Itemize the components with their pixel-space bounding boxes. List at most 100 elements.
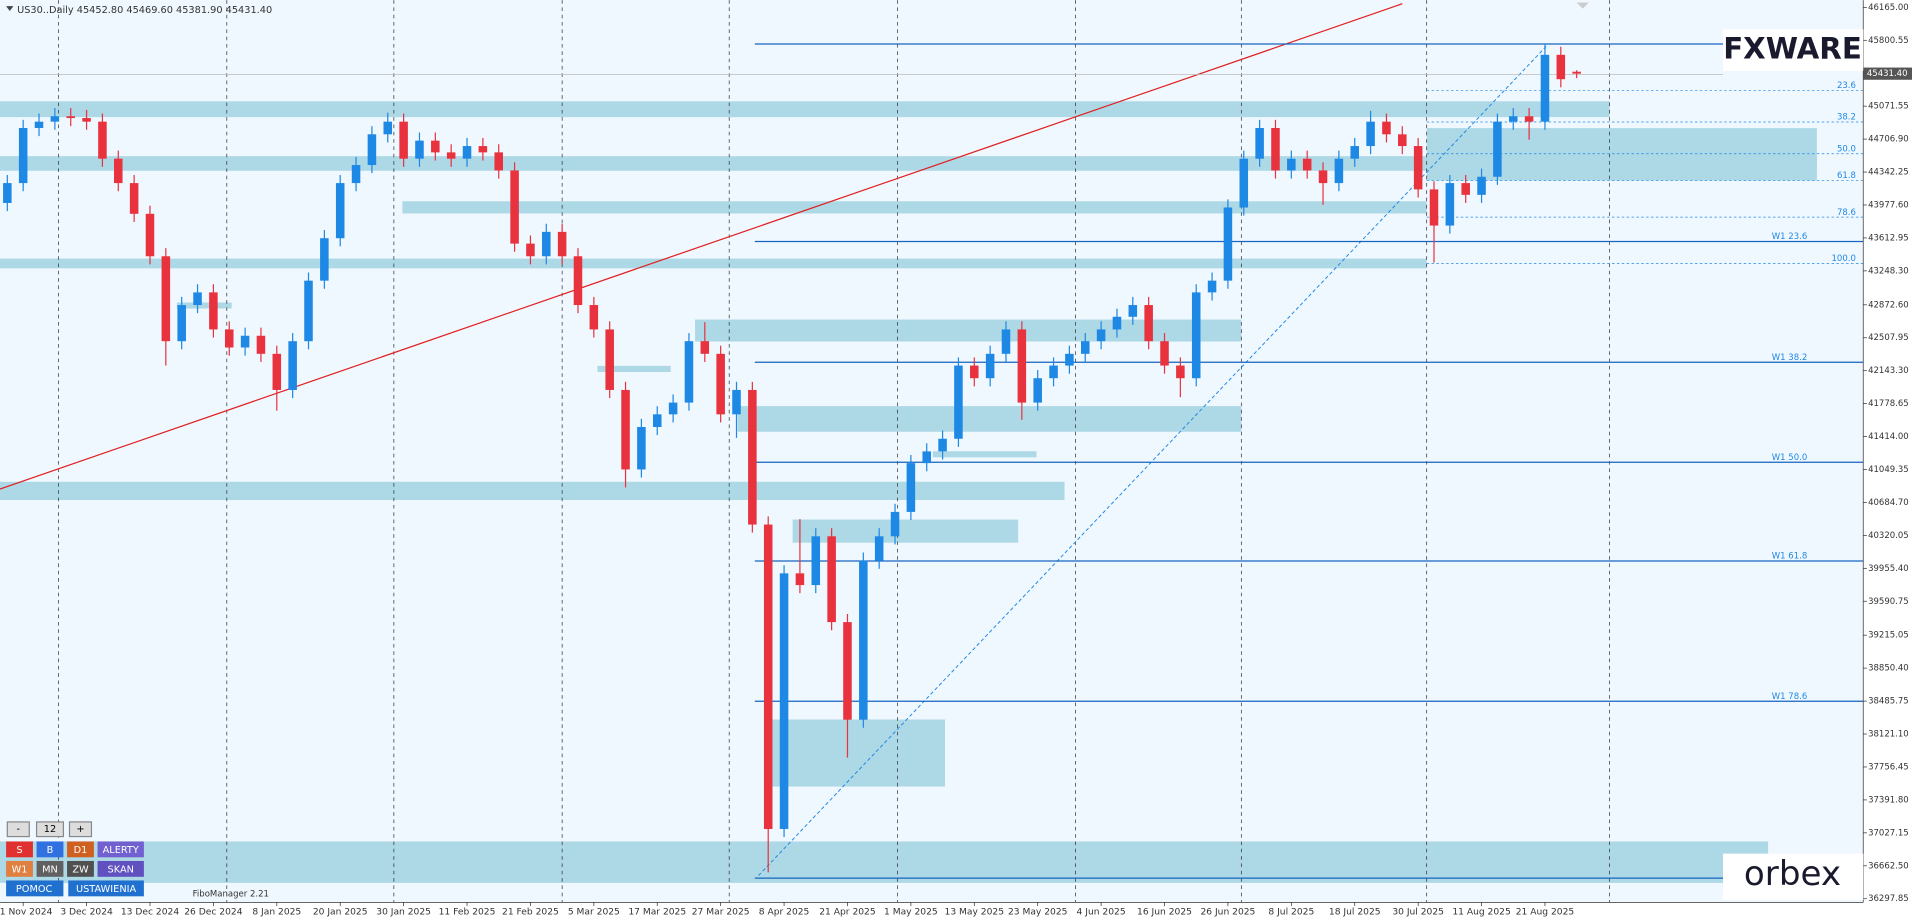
y-tick-label: 43612.95 xyxy=(1868,233,1909,243)
button-label[interactable]: USTAWIENIA xyxy=(76,884,137,895)
x-tick-label: 21 Nov 2024 xyxy=(0,908,53,918)
y-tick-label: 37027.15 xyxy=(1868,828,1909,838)
button[interactable] xyxy=(36,860,64,877)
zone xyxy=(0,841,1769,883)
candle-body xyxy=(748,389,757,525)
zone xyxy=(932,451,1037,458)
candle-body xyxy=(922,451,932,464)
candle-body xyxy=(1207,280,1217,293)
button[interactable] xyxy=(6,821,30,838)
x-tick-label: 4 Jun 2025 xyxy=(1077,908,1126,918)
button-label[interactable]: W1 xyxy=(12,864,28,875)
candle-body xyxy=(1049,365,1058,379)
candle-body xyxy=(1350,146,1360,159)
candle-body xyxy=(34,121,44,128)
candle-body xyxy=(18,127,28,184)
candle-body xyxy=(1382,121,1391,135)
button-label[interactable]: B xyxy=(47,845,54,856)
y-tick-label: 37756.45 xyxy=(1868,762,1909,772)
y-tick-label: 37391.80 xyxy=(1868,795,1909,805)
button-label[interactable]: MN xyxy=(42,864,58,875)
zones xyxy=(0,101,1817,883)
input[interactable] xyxy=(35,821,65,838)
indicator-label: FiboManager 2.21 xyxy=(193,889,269,899)
button-label[interactable]: S xyxy=(16,845,22,856)
weekly-level-label: W1 38.2 xyxy=(1772,353,1808,363)
candle-body xyxy=(1001,329,1011,354)
candle-body xyxy=(827,536,836,623)
y-tick-label: 42872.60 xyxy=(1868,300,1909,310)
candle-body xyxy=(256,335,266,354)
candle-body xyxy=(478,146,488,153)
x-tick-label: 20 Jan 2025 xyxy=(313,908,368,918)
button-label[interactable]: ZW xyxy=(72,864,89,875)
zone xyxy=(0,156,1817,171)
button[interactable] xyxy=(97,860,144,877)
candle-body xyxy=(288,341,297,390)
candle-body xyxy=(1398,134,1407,147)
button-label[interactable]: - xyxy=(17,824,21,835)
zone xyxy=(792,519,1019,543)
candle-body xyxy=(859,560,868,720)
x-tick-label: 18 Jul 2025 xyxy=(1329,908,1381,918)
y-tick-label: 42143.30 xyxy=(1868,366,1909,376)
button[interactable] xyxy=(36,841,64,858)
candle-body xyxy=(906,463,916,512)
x-tick-label: 8 Apr 2025 xyxy=(759,908,810,918)
levels: W1 23.6 W1 38.2 W1 50.0 W1 61.8 W1 78.6 23.6 3… xyxy=(754,43,1864,879)
x-tick-label: 13 Dec 2024 xyxy=(121,908,179,918)
button[interactable] xyxy=(67,860,94,877)
button[interactable] xyxy=(68,821,93,838)
button[interactable] xyxy=(97,841,144,858)
y-tick-label: 45071.55 xyxy=(1868,102,1909,112)
y-tick-label: 39215.05 xyxy=(1868,631,1909,641)
candles xyxy=(3,43,1581,873)
button[interactable] xyxy=(67,841,94,858)
y-tick-label: 40684.70 xyxy=(1868,498,1909,508)
candle-body xyxy=(1017,329,1027,403)
y-tick-label: 38485.75 xyxy=(1868,697,1909,707)
x-tick-label: 26 Jun 2025 xyxy=(1200,908,1255,918)
candle-body xyxy=(494,152,503,171)
candle-body xyxy=(573,256,583,306)
weekly-level-label: W1 23.6 xyxy=(1772,232,1808,242)
input-value[interactable]: 12 xyxy=(44,824,56,835)
zone xyxy=(0,258,1427,269)
y-tick-label: 41049.35 xyxy=(1868,465,1909,475)
candle-body xyxy=(66,116,75,119)
button[interactable] xyxy=(6,880,64,897)
button[interactable] xyxy=(68,880,144,897)
zone xyxy=(0,481,1065,501)
candle-body xyxy=(161,256,171,342)
candle-body xyxy=(351,165,361,184)
x-tick-label: 8 Jan 2025 xyxy=(252,908,301,918)
button-label[interactable]: POMOC xyxy=(16,884,53,895)
weekly-level-label: W1 61.8 xyxy=(1772,552,1808,562)
candle-body xyxy=(668,402,678,415)
candle-body xyxy=(890,511,900,537)
candle-body xyxy=(1271,127,1280,171)
candle-body xyxy=(542,231,551,257)
button-label[interactable]: D1 xyxy=(74,845,88,856)
candle-body xyxy=(1239,158,1249,208)
button-label[interactable]: + xyxy=(76,824,84,835)
fibo-level-label: 38.2 xyxy=(1837,113,1856,123)
x-tick-label: 11 Feb 2025 xyxy=(439,908,496,918)
button-label[interactable]: SKAN xyxy=(108,864,134,875)
candle-body xyxy=(1160,341,1169,366)
candle-body xyxy=(1223,207,1233,281)
candle-body xyxy=(526,243,535,257)
candle-body xyxy=(1128,305,1138,317)
candle-body xyxy=(1080,341,1090,354)
candle-body xyxy=(1445,183,1455,226)
candle-body xyxy=(320,238,329,281)
weekly-level-label: W1 78.6 xyxy=(1772,692,1808,702)
y-tick-label: 36662.50 xyxy=(1868,861,1909,871)
x-tick-label: 21 Apr 2025 xyxy=(819,908,876,918)
button[interactable] xyxy=(6,841,33,858)
x-tick-label: 8 Jul 2025 xyxy=(1268,908,1314,918)
button[interactable] xyxy=(6,860,33,877)
candle-body xyxy=(272,353,282,390)
button-label[interactable]: ALERTY xyxy=(103,845,139,856)
candle-body xyxy=(1033,378,1042,403)
